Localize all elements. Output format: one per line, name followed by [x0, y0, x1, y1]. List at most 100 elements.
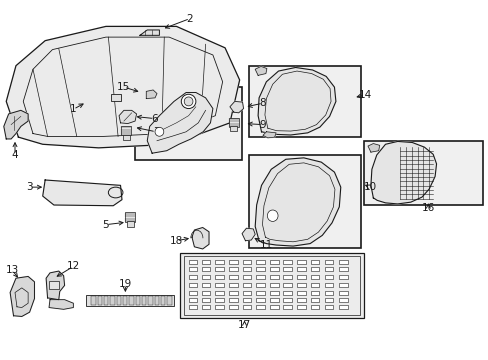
- Polygon shape: [4, 111, 28, 139]
- Bar: [201, 305, 210, 309]
- Bar: [324, 283, 333, 287]
- Text: 15: 15: [117, 82, 130, 92]
- Bar: [215, 260, 224, 264]
- Bar: [228, 275, 237, 279]
- Polygon shape: [6, 26, 239, 148]
- Bar: [188, 283, 197, 287]
- Bar: [256, 305, 264, 309]
- Bar: [104, 296, 108, 305]
- Text: 8: 8: [259, 98, 266, 108]
- Bar: [228, 298, 237, 302]
- Polygon shape: [10, 276, 34, 316]
- Bar: [339, 275, 347, 279]
- Bar: [296, 305, 305, 309]
- Bar: [256, 298, 264, 302]
- Text: 3: 3: [26, 182, 33, 192]
- Polygon shape: [49, 300, 73, 309]
- Bar: [310, 260, 319, 264]
- Bar: [310, 275, 319, 279]
- Bar: [215, 275, 224, 279]
- Bar: [324, 267, 333, 271]
- Bar: [269, 260, 278, 264]
- Polygon shape: [263, 132, 276, 138]
- Polygon shape: [119, 111, 136, 123]
- Bar: [201, 298, 210, 302]
- Bar: [269, 298, 278, 302]
- Bar: [154, 296, 159, 305]
- Bar: [310, 298, 319, 302]
- Bar: [339, 283, 347, 287]
- Text: 10: 10: [363, 182, 376, 192]
- Bar: [269, 305, 278, 309]
- Bar: [296, 291, 305, 295]
- Ellipse shape: [184, 97, 193, 106]
- Bar: [339, 260, 347, 264]
- Bar: [256, 275, 264, 279]
- Text: 4: 4: [12, 150, 18, 160]
- Bar: [339, 298, 347, 302]
- Bar: [269, 267, 278, 271]
- Polygon shape: [42, 180, 122, 206]
- Bar: [339, 267, 347, 271]
- Text: 6: 6: [151, 113, 158, 123]
- Text: 12: 12: [66, 261, 80, 271]
- Bar: [188, 305, 197, 309]
- Bar: [256, 283, 264, 287]
- Bar: [188, 267, 197, 271]
- Bar: [242, 260, 251, 264]
- Bar: [256, 291, 264, 295]
- Bar: [111, 94, 121, 102]
- Bar: [201, 275, 210, 279]
- Bar: [249, 155, 361, 248]
- Text: 16: 16: [421, 203, 434, 213]
- Bar: [201, 260, 210, 264]
- Bar: [116, 296, 121, 305]
- Bar: [296, 283, 305, 287]
- Bar: [256, 267, 264, 271]
- Bar: [215, 305, 224, 309]
- Bar: [110, 296, 115, 305]
- Bar: [215, 283, 224, 287]
- Polygon shape: [146, 90, 157, 99]
- Bar: [296, 260, 305, 264]
- Bar: [215, 267, 224, 271]
- Bar: [167, 296, 171, 305]
- Bar: [184, 256, 359, 315]
- Bar: [228, 283, 237, 287]
- Bar: [242, 291, 251, 295]
- Bar: [242, 283, 251, 287]
- Bar: [215, 298, 224, 302]
- Text: 18: 18: [169, 236, 183, 246]
- Bar: [242, 267, 251, 271]
- Bar: [310, 305, 319, 309]
- Bar: [296, 275, 305, 279]
- Text: 1: 1: [70, 104, 77, 114]
- Polygon shape: [242, 228, 255, 241]
- Bar: [249, 66, 361, 137]
- Text: 11: 11: [259, 240, 272, 250]
- Text: 5: 5: [102, 220, 109, 230]
- Bar: [296, 267, 305, 271]
- Bar: [283, 275, 291, 279]
- Bar: [324, 298, 333, 302]
- Polygon shape: [192, 228, 208, 249]
- Bar: [283, 298, 291, 302]
- Ellipse shape: [267, 210, 278, 221]
- Ellipse shape: [181, 94, 196, 109]
- Bar: [228, 291, 237, 295]
- Bar: [256, 260, 264, 264]
- Bar: [201, 267, 210, 271]
- Bar: [215, 291, 224, 295]
- Polygon shape: [367, 144, 379, 152]
- Text: 14: 14: [358, 90, 371, 100]
- Bar: [283, 291, 291, 295]
- Text: 9: 9: [259, 120, 266, 130]
- Bar: [161, 296, 165, 305]
- Bar: [242, 298, 251, 302]
- Bar: [269, 291, 278, 295]
- Bar: [339, 291, 347, 295]
- Text: 17: 17: [237, 320, 251, 330]
- Bar: [283, 305, 291, 309]
- Bar: [310, 283, 319, 287]
- Bar: [324, 291, 333, 295]
